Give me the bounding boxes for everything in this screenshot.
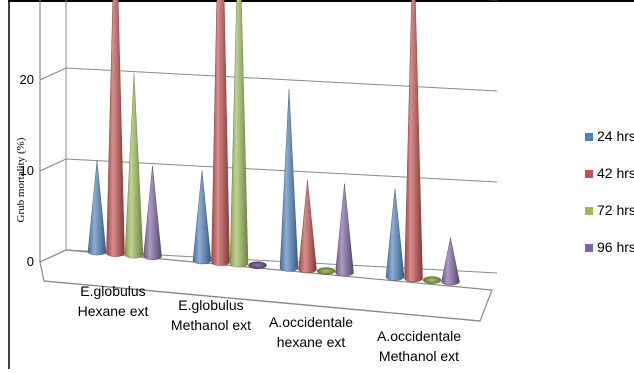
cone-72-hrs-2 [316,267,336,275]
cone-24-hrs-3 [385,188,405,281]
category-label: Methanol ext [171,317,251,333]
cone-96-hrs-2 [335,183,354,277]
legend-label: 24 hrs [597,128,634,144]
legend-swatch [585,244,593,252]
x-axis-line [43,280,481,322]
legend: 24 hrs 42 hrs 72 hrs 96 hrs [585,128,634,255]
cone-marks [87,0,460,286]
cone-24-hrs-1 [192,170,212,265]
y-axis-label: Grub mortality (%) [15,137,27,222]
category-label: E.globulus [178,297,243,313]
legend-label: 96 hrs [597,239,634,255]
cone-24-hrs-2 [279,89,299,272]
cone-42-hrs-2 [298,180,317,274]
y-tick-label: 0 [27,254,34,269]
cone-96-hrs-0 [143,165,162,261]
gridline-side [39,158,67,172]
legend-label: 42 hrs [597,165,634,181]
legend-swatch [585,170,593,178]
cone-96-hrs-1 [248,261,267,269]
y-tick-label: 20 [20,72,34,87]
legend-swatch [585,133,593,141]
legend-swatch [585,207,593,215]
cone-24-hrs-0 [87,160,107,256]
category-label: Hexane ext [78,303,149,319]
cone-72-hrs-1 [229,0,249,268]
category-label: Methanol ext [379,348,459,364]
y-tick-labels: 01020304050 [20,72,34,269]
cone-72-hrs-3 [422,276,442,284]
category-label: A.occidentale [377,328,461,344]
axis-walls [39,0,493,322]
y-tick-label: 10 [20,163,34,178]
gridline [65,67,498,92]
cone-96-hrs-3 [441,237,460,286]
floor-plane [39,249,493,322]
cone-42-hrs-1 [211,0,230,266]
category-label: E.globulus [80,283,145,299]
cone-42-hrs-0 [106,0,125,257]
gridline-side [39,67,67,81]
cone-72-hrs-0 [124,73,144,259]
legend-label: 72 hrs [597,202,634,218]
category-labels: E.globulus Hexane ext E.globulus Methanol e… [78,283,462,364]
category-label: A.occidentale [269,314,353,330]
cone-42-hrs-3 [404,0,423,283]
category-label: hexane ext [277,334,346,350]
